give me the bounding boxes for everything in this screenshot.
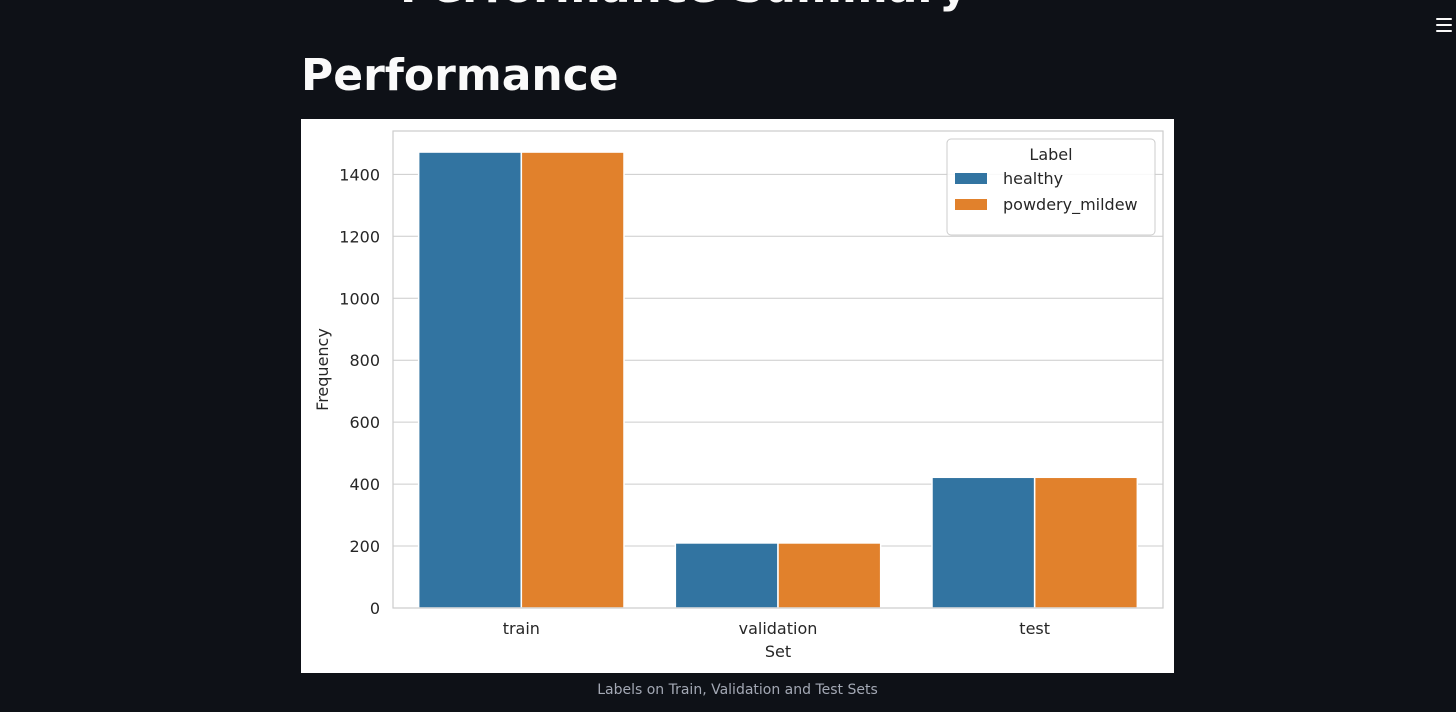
hamburger-menu-icon-bar-top [1436,18,1452,20]
legend-swatch-healthy [955,173,987,184]
legend-swatch-powdery_mildew [955,199,987,210]
bar-healthy-train [417,151,523,609]
label-distribution-chart: train validation test 0 200 400 600 800 1000 1200… [301,119,1174,673]
page-title: Performance [301,50,619,101]
chart-caption: Labels on Train, Validation and Test Set… [597,682,878,698]
y-tick-label: 0 [370,599,380,618]
chart-svg: train validation test 0 200 400 600 800 1000 1200… [313,130,1164,661]
x-tick-label: train [503,619,540,638]
plot-frame [392,130,1164,609]
bar-powdery_mildew-validation [777,542,882,609]
main-menu-button[interactable] [1432,12,1454,36]
hamburger-menu-icon-bar-bottom [1436,30,1452,32]
y-tick-label: 400 [349,475,380,494]
legend-title: Label [1029,145,1072,164]
x-tick-label: validation [739,619,818,638]
bar-powdery_mildew-test [1033,476,1139,609]
x-axis-label: Set [765,642,791,661]
y-axis-label: Frequency [313,328,332,411]
previous-section-title: Performance Summary [400,0,968,13]
y-tick-label: 600 [349,413,380,432]
y-tick-label: 800 [349,351,380,370]
legend-box [946,138,1156,236]
legend-label-powdery_mildew: powdery_mildew [1003,195,1138,215]
y-tick-label: 1400 [339,165,380,184]
x-tick-label: test [1019,619,1050,638]
legend-label-healthy: healthy [1003,169,1063,188]
y-tick-label: 200 [349,537,380,556]
bar-healthy-validation [674,542,779,609]
bar-healthy-test [931,476,1036,609]
hamburger-menu-icon-bar-middle [1436,24,1452,26]
y-tick-label: 1000 [339,289,380,308]
bar-powdery_mildew-train [520,151,625,609]
y-tick-label: 1200 [339,227,380,246]
